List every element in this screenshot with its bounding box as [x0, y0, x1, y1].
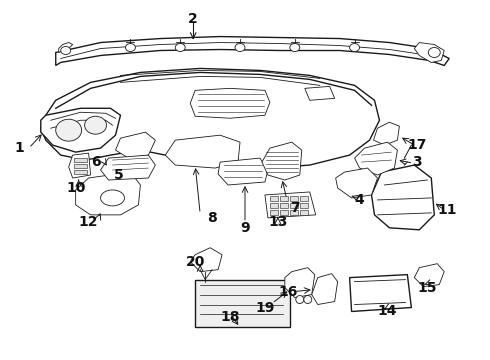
Ellipse shape [290, 44, 300, 51]
Polygon shape [336, 168, 377, 198]
Text: 7: 7 [290, 201, 299, 215]
Ellipse shape [349, 44, 360, 51]
Polygon shape [59, 42, 73, 53]
Polygon shape [285, 268, 315, 298]
Ellipse shape [56, 119, 82, 141]
Text: 2: 2 [188, 12, 198, 26]
Bar [270, 210, 278, 215]
Text: 1: 1 [14, 141, 24, 155]
Ellipse shape [296, 296, 304, 303]
Text: 4: 4 [355, 193, 365, 207]
Polygon shape [415, 42, 444, 62]
Bar [280, 210, 288, 215]
Polygon shape [349, 275, 412, 311]
Text: 6: 6 [91, 155, 100, 169]
Text: 5: 5 [114, 168, 123, 182]
Text: 19: 19 [255, 301, 274, 315]
Text: 14: 14 [378, 305, 397, 319]
Ellipse shape [100, 190, 124, 206]
Bar [280, 196, 288, 201]
Bar [74, 170, 87, 174]
Polygon shape [415, 264, 444, 287]
Polygon shape [190, 88, 270, 118]
Polygon shape [371, 165, 434, 230]
Text: 10: 10 [66, 181, 85, 195]
Text: 17: 17 [408, 138, 427, 152]
Polygon shape [305, 86, 335, 100]
Bar [195, 280, 290, 328]
Bar [270, 196, 278, 201]
Ellipse shape [85, 116, 106, 134]
Ellipse shape [304, 296, 312, 303]
Bar [74, 164, 87, 168]
Bar [290, 196, 298, 201]
Polygon shape [116, 132, 155, 158]
Text: 16: 16 [278, 284, 297, 298]
Ellipse shape [235, 44, 245, 51]
Polygon shape [312, 274, 338, 305]
Text: 11: 11 [438, 203, 457, 217]
Bar [290, 203, 298, 208]
Polygon shape [41, 108, 121, 152]
Bar [290, 210, 298, 215]
Ellipse shape [175, 44, 185, 51]
Bar [74, 158, 87, 162]
Polygon shape [262, 142, 302, 180]
Polygon shape [75, 172, 141, 215]
Polygon shape [165, 135, 240, 168]
Polygon shape [100, 155, 155, 180]
Text: 12: 12 [79, 215, 98, 229]
Polygon shape [56, 37, 449, 66]
Bar [300, 210, 308, 215]
Ellipse shape [61, 46, 71, 54]
Text: 20: 20 [186, 255, 205, 269]
Text: 15: 15 [417, 280, 437, 294]
Ellipse shape [428, 48, 440, 58]
Text: 13: 13 [268, 215, 288, 229]
Polygon shape [373, 122, 399, 145]
Bar [300, 203, 308, 208]
Text: 3: 3 [413, 155, 422, 169]
Ellipse shape [125, 44, 135, 51]
Text: 18: 18 [220, 310, 240, 324]
Text: 8: 8 [207, 211, 217, 225]
Text: 9: 9 [240, 221, 250, 235]
Polygon shape [265, 192, 316, 218]
Polygon shape [355, 142, 397, 175]
Polygon shape [190, 248, 222, 272]
Bar [280, 203, 288, 208]
Polygon shape [218, 158, 268, 185]
Polygon shape [41, 68, 379, 168]
Bar [270, 203, 278, 208]
Bar [300, 196, 308, 201]
Polygon shape [69, 153, 91, 178]
